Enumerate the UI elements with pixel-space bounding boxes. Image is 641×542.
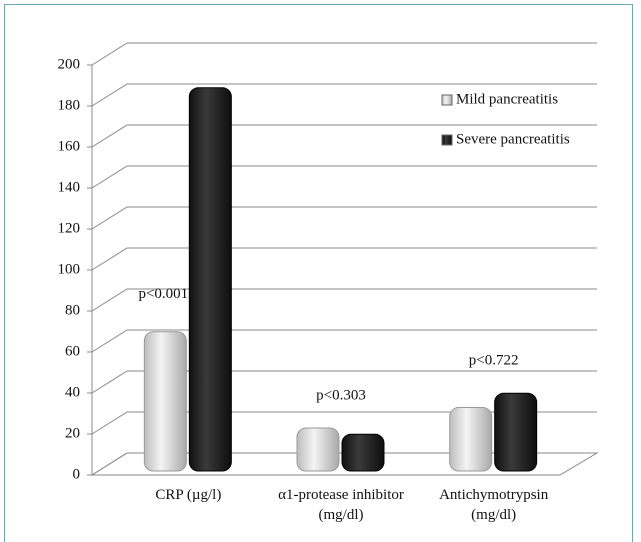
legend-swatch [441, 134, 453, 146]
annotation: p<0.303 [316, 387, 366, 403]
grid-line [91, 329, 597, 353]
y-tick-label: 100 [58, 261, 81, 277]
bar [341, 433, 385, 472]
bar [494, 392, 538, 472]
y-tick-label: 120 [58, 220, 81, 236]
y-tick-label: 160 [58, 138, 81, 154]
bar [449, 407, 493, 472]
y-tick-label: 140 [58, 179, 81, 195]
y-tick-label: 180 [58, 97, 81, 113]
grid-line [91, 370, 597, 394]
x-tick-label: CRP (µg/l) [155, 487, 222, 503]
grid-line [91, 452, 597, 476]
annotation: p<0.722 [469, 353, 519, 369]
grid-line [91, 42, 597, 66]
bar [188, 87, 232, 472]
grid-line [91, 411, 597, 435]
y-tick-label: 80 [65, 302, 80, 318]
bar [143, 331, 187, 472]
grid-line [91, 288, 597, 312]
legend-label: Severe pancreatitis [456, 131, 570, 147]
grid-line [91, 206, 597, 230]
y-tick-label: 60 [65, 343, 80, 359]
legend-swatch [441, 94, 453, 106]
grid-line [91, 83, 597, 107]
y-tick-label: 20 [65, 425, 80, 441]
grid-line [91, 124, 597, 148]
y-tick-label: 0 [73, 466, 81, 482]
x-tick-label: α1-protease inhibitor (mg/dl) [278, 487, 404, 523]
legend-label: Mild pancreatitis [456, 91, 558, 107]
grid-line [91, 247, 597, 271]
x-tick-label: Antichymotrypsin (mg/dl) [439, 487, 549, 523]
grid-line [91, 165, 597, 189]
frame [4, 4, 633, 542]
y-tick-label: 200 [58, 56, 81, 72]
y-tick-label: 40 [65, 384, 80, 400]
annotation: p<0.001 [138, 286, 188, 302]
bar [296, 427, 340, 472]
